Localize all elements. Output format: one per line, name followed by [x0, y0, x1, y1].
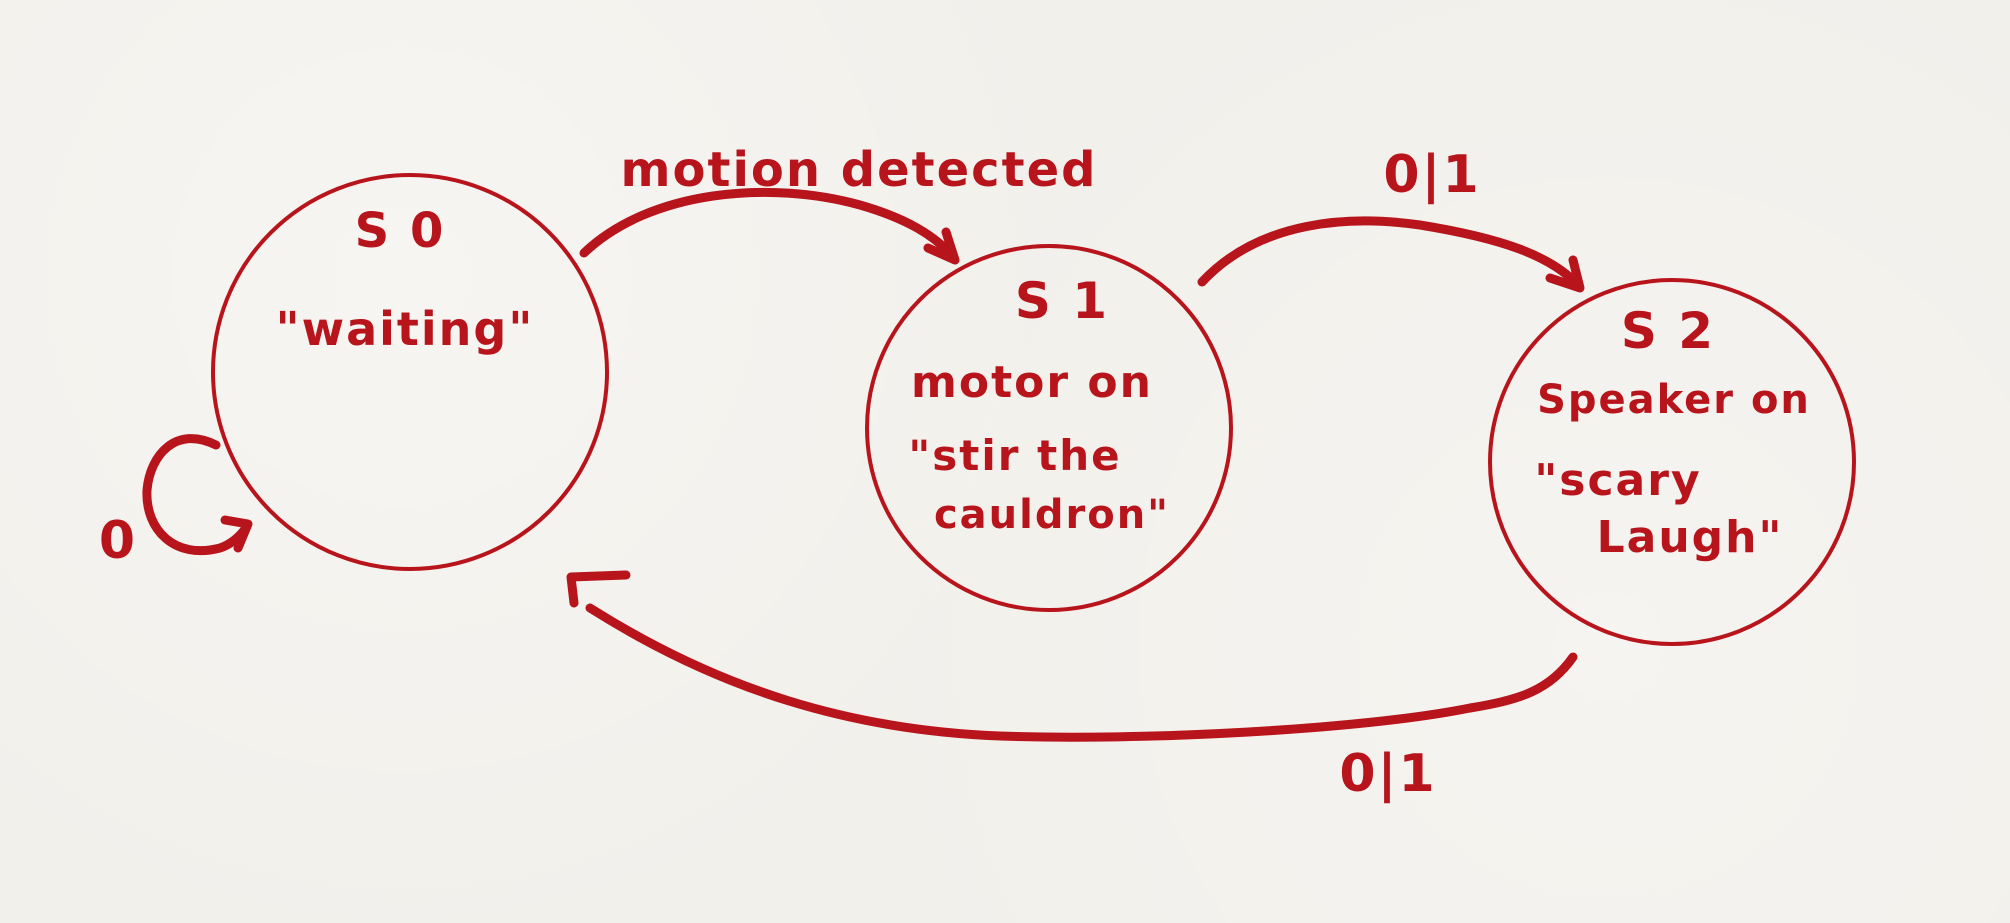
- state-s0-circle: [211, 173, 609, 571]
- state-s1-text-line-1: motor on: [911, 357, 1153, 408]
- state-s1-text-line-3: cauldron": [934, 492, 1170, 538]
- state-s0-text-line-1: "waiting": [276, 302, 535, 356]
- label-s2-to-s0: 0|1: [1339, 744, 1436, 804]
- arrowhead-s2-to-s0: [566, 570, 631, 608]
- state-s1-label: S 1: [1015, 272, 1109, 330]
- state-s0: S 0 "waiting": [211, 173, 609, 571]
- self-loop-label: 0: [99, 511, 137, 571]
- arrow-s0-to-s1: [579, 187, 959, 263]
- self-loop-arrowhead: [220, 515, 253, 553]
- state-s2-label: S 2: [1621, 302, 1715, 360]
- state-s1: S 1 motor on "stir the cauldron": [865, 244, 1233, 612]
- transition-s2-to-s0: 0|1: [566, 570, 1578, 804]
- label-s0-to-s1: motion detected: [621, 142, 1098, 198]
- state-s2-text-line-2: "scary: [1534, 455, 1701, 506]
- state-s2: S 2 Speaker on "scary Laugh": [1488, 278, 1856, 646]
- arrowhead-s0-to-s1: [923, 227, 960, 265]
- state-s2-circle: [1488, 278, 1856, 646]
- transition-s0-self-loop: 0: [99, 434, 253, 571]
- transition-s0-to-s1: motion detected: [579, 142, 1098, 265]
- transition-s1-to-s2: 0|1: [1197, 145, 1585, 293]
- state-s2-text-line-1: Speaker on: [1537, 377, 1811, 423]
- state-s0-label: S 0: [355, 203, 446, 259]
- self-loop-arrow: [142, 434, 251, 556]
- state-s2-text-line-3: Laugh": [1597, 512, 1784, 563]
- state-s1-text-line-2: "stir the: [908, 431, 1121, 480]
- arrow-s1-to-s2: [1197, 216, 1583, 290]
- arrowhead-s1-to-s2: [1545, 255, 1585, 293]
- state-s1-circle: [865, 244, 1233, 612]
- label-s1-to-s2: 0|1: [1383, 145, 1480, 205]
- arrow-s2-to-s0: [585, 603, 1578, 742]
